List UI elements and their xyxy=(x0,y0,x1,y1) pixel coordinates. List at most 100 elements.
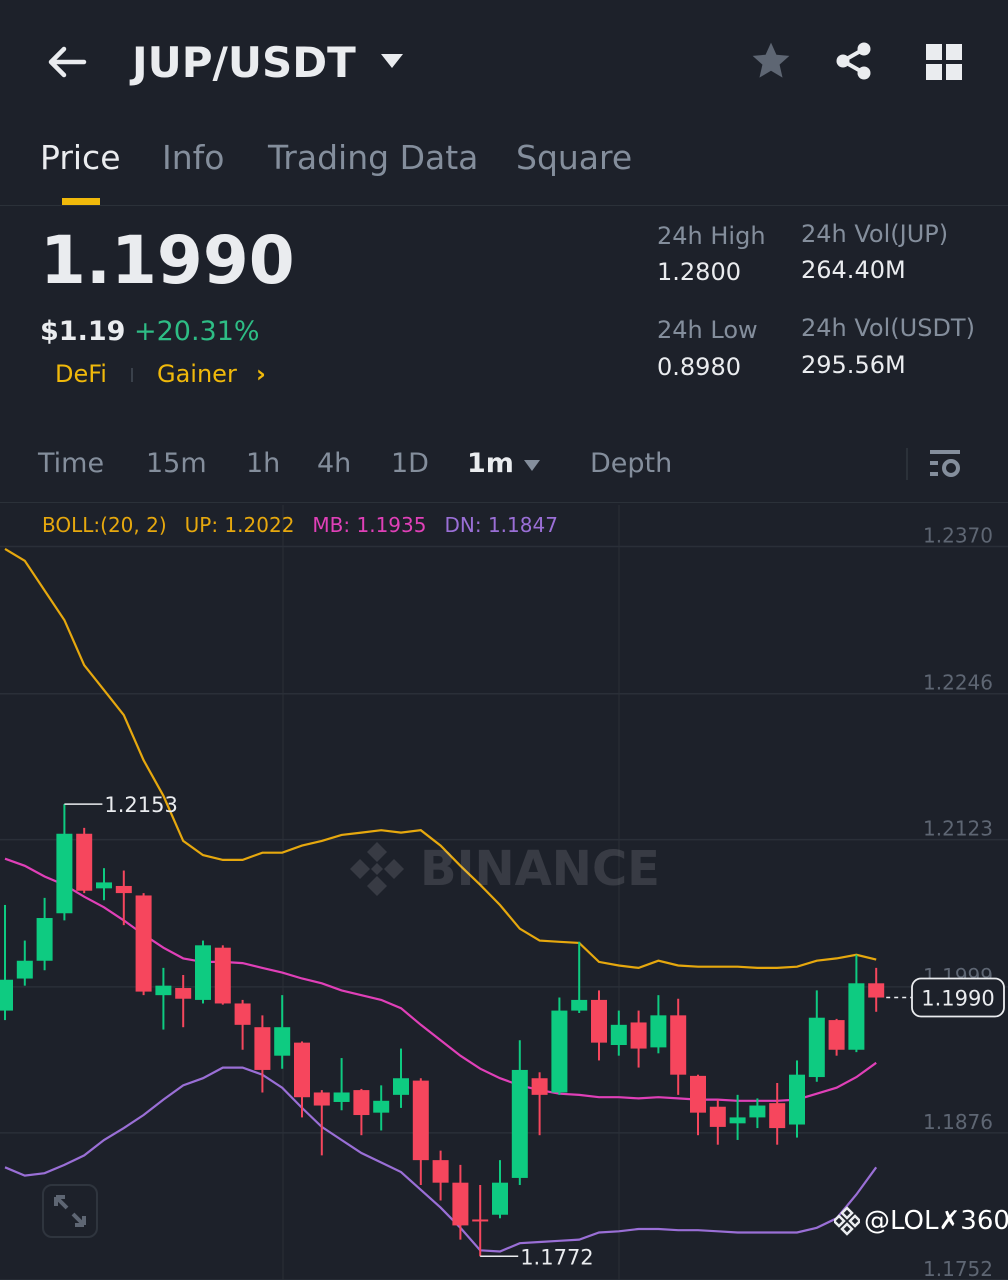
vol-base-value: 264.40M xyxy=(801,256,906,284)
y-tick-label: 1.2246 xyxy=(923,671,993,695)
pair-dropdown[interactable] xyxy=(380,52,404,74)
candle-body xyxy=(670,1015,687,1075)
y-tick-label: 1.2370 xyxy=(923,524,993,548)
boll-params: BOLL:(20, 2) xyxy=(42,513,167,537)
share-icon xyxy=(836,42,871,80)
candle-body xyxy=(96,882,112,889)
candle-body xyxy=(492,1182,508,1215)
boll-mb-value: MB: 1.1935 xyxy=(312,513,427,537)
max-price-label: 1.2153 xyxy=(104,793,177,817)
interval-1m[interactable]: 1m xyxy=(467,448,514,479)
candle-body xyxy=(373,1100,390,1113)
candle-body xyxy=(848,983,865,1050)
candle xyxy=(531,1072,548,1136)
candle-body xyxy=(789,1074,805,1125)
interval-depth[interactable]: Depth xyxy=(590,448,673,479)
candle-body xyxy=(76,833,93,891)
candle xyxy=(808,990,825,1082)
price-change: +20.31% xyxy=(134,316,260,347)
candle xyxy=(472,1185,489,1257)
usd-price: $1.19 xyxy=(40,316,126,347)
candle xyxy=(294,1041,310,1118)
interval-dropdown[interactable] xyxy=(524,457,540,476)
interval-1d[interactable]: 1D xyxy=(391,448,429,479)
low-value: 0.8980 xyxy=(657,353,741,381)
y-tick-label: 1.2123 xyxy=(923,817,993,841)
candle-body xyxy=(610,1024,627,1046)
candle-body xyxy=(808,1017,825,1078)
candle xyxy=(551,997,568,1095)
high-value: 1.2800 xyxy=(657,258,741,286)
candle-body xyxy=(591,999,607,1043)
candle-body xyxy=(472,1219,489,1222)
candle-body xyxy=(729,1117,746,1124)
favorite-button[interactable] xyxy=(750,40,792,86)
candle xyxy=(175,974,192,1028)
candle xyxy=(650,995,667,1054)
candle xyxy=(571,941,588,1013)
chart-settings-button[interactable] xyxy=(928,448,962,486)
candlestick-chart[interactable]: 1.23701.22461.21231.19991.18761.17521.21… xyxy=(0,505,1008,1280)
candle-body xyxy=(254,1027,271,1070)
pair-title[interactable]: JUP/USDT xyxy=(132,38,356,87)
candle xyxy=(492,1160,508,1219)
y-tick-label: 1.1752 xyxy=(923,1257,993,1280)
last-price-box xyxy=(911,977,1005,1018)
active-tab-indicator xyxy=(62,198,100,205)
candle-body xyxy=(333,1092,350,1102)
candle-body xyxy=(36,918,53,961)
interval-15m[interactable]: 15m xyxy=(146,448,207,479)
fullscreen-button[interactable] xyxy=(42,1184,98,1238)
candle xyxy=(234,999,251,1050)
candle xyxy=(155,967,172,1030)
candle xyxy=(115,870,132,926)
last-price-label: 1.1990 xyxy=(921,987,994,1011)
candle-body xyxy=(234,1003,251,1025)
candle xyxy=(432,1150,449,1201)
candle xyxy=(56,804,73,921)
tag-gainer[interactable]: Gainer xyxy=(157,360,237,388)
tab-trading-data[interactable]: Trading Data xyxy=(268,138,479,177)
chevron-right-icon[interactable]: › xyxy=(256,360,266,388)
tag-defi[interactable]: DeFi xyxy=(55,360,107,388)
back-button[interactable] xyxy=(44,40,88,84)
share-button[interactable] xyxy=(833,40,875,86)
candle xyxy=(690,1074,706,1136)
candle-body xyxy=(769,1103,786,1129)
candle xyxy=(195,940,211,1004)
binance-logo-icon xyxy=(834,1206,860,1236)
layout-button[interactable] xyxy=(926,44,962,84)
candle-body xyxy=(452,1182,469,1226)
dropdown-caret-icon xyxy=(524,460,540,471)
tab-info[interactable]: Info xyxy=(162,138,225,177)
divider xyxy=(0,502,1008,503)
candle xyxy=(214,945,231,1005)
candle xyxy=(630,1010,647,1068)
candle-body xyxy=(511,1069,528,1178)
candle-body xyxy=(56,833,73,914)
boll-up-value: UP: 1.2022 xyxy=(184,513,295,537)
candle xyxy=(353,1088,370,1136)
interval-1h[interactable]: 1h xyxy=(246,448,281,479)
tab-price[interactable]: Price xyxy=(40,138,121,177)
y-tick-label: 1.1876 xyxy=(923,1110,993,1134)
candle-body xyxy=(175,988,192,999)
interval-4h[interactable]: 4h xyxy=(317,448,352,479)
candle xyxy=(96,868,112,901)
candle-body xyxy=(135,895,152,992)
candle-body xyxy=(16,960,33,979)
candle xyxy=(511,1040,528,1186)
candle-body xyxy=(214,947,231,1004)
interval-time[interactable]: Time xyxy=(38,448,105,479)
grid-icon xyxy=(926,44,962,80)
candle-body xyxy=(412,1080,429,1161)
boll-upper-line xyxy=(4,547,877,970)
candle xyxy=(709,1099,726,1145)
back-arrow-icon xyxy=(48,46,87,78)
candle-body xyxy=(650,1015,667,1048)
high-label: 24h High xyxy=(657,222,766,250)
candle xyxy=(729,1094,746,1140)
candle-body xyxy=(294,1042,310,1098)
tab-square[interactable]: Square xyxy=(516,138,633,177)
candle-body xyxy=(551,1010,568,1093)
